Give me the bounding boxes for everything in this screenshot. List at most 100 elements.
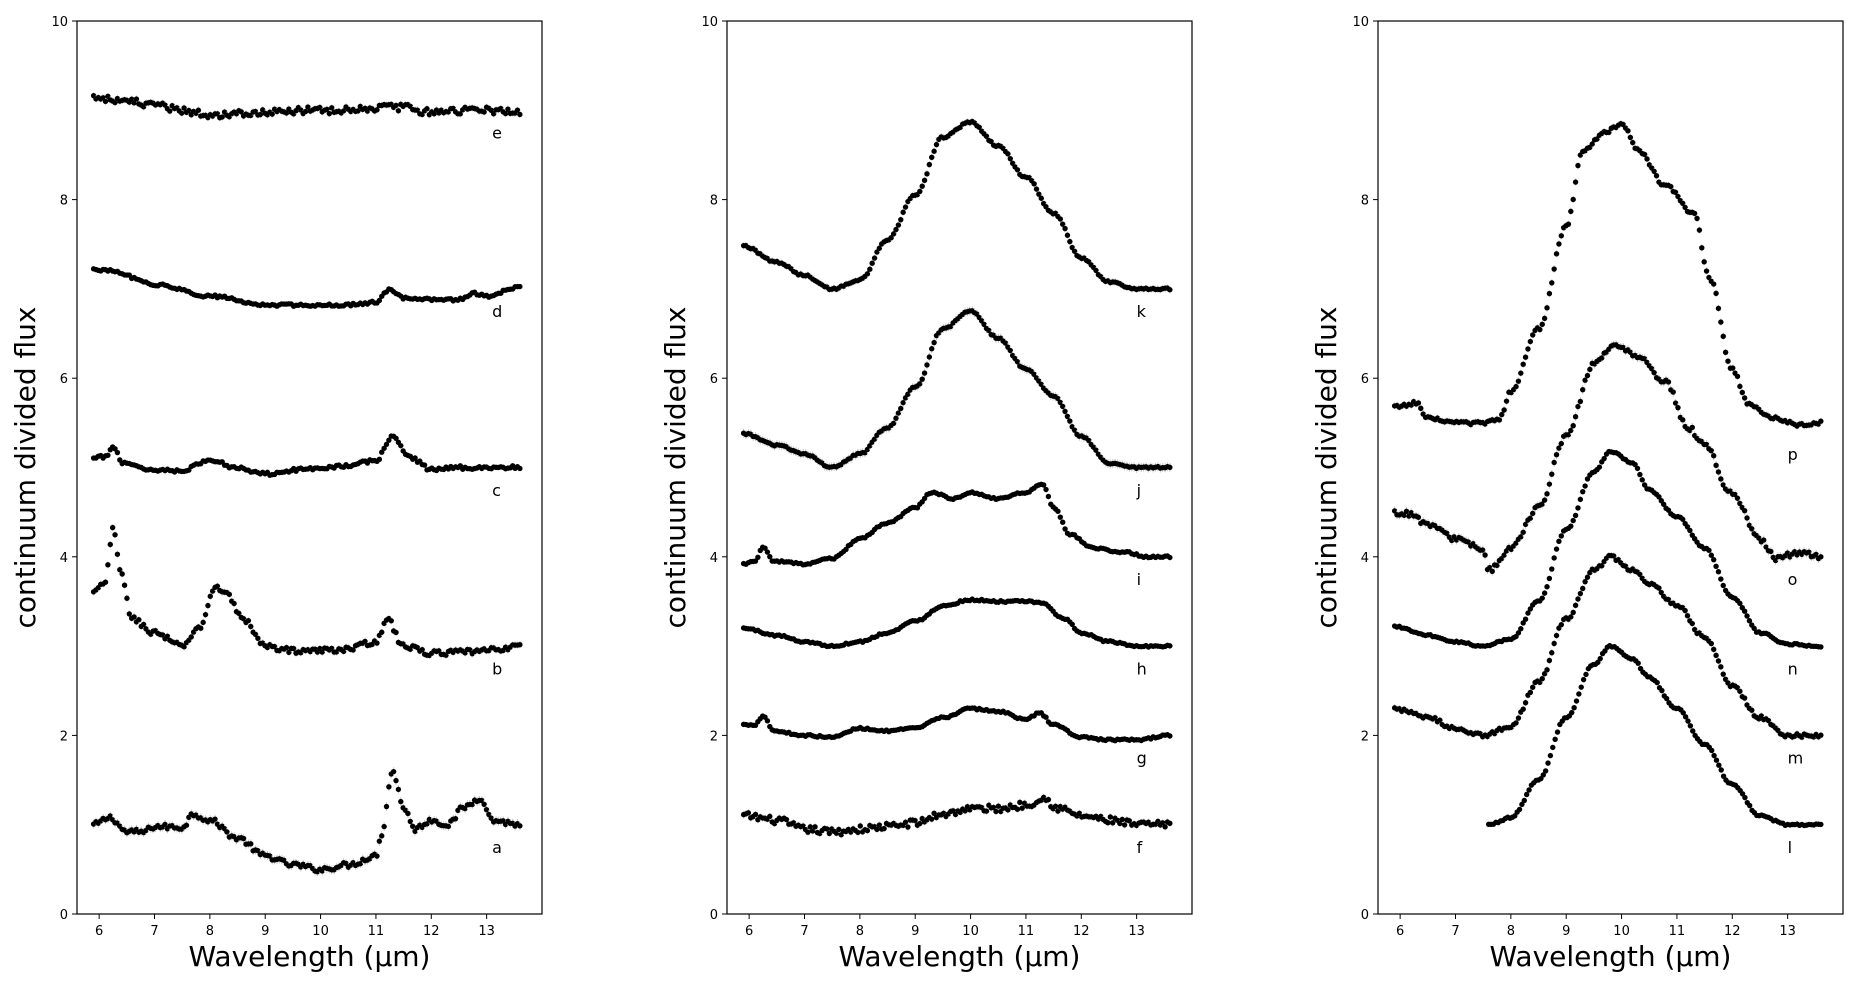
series-a: a [90,767,523,877]
x-tick-label: 10 [962,924,979,939]
x-axis-label: Wavelength (μm) [839,940,1081,973]
series-label-b: b [492,659,502,678]
data-point [393,777,399,784]
data-point [1007,347,1014,354]
data-point [412,455,418,461]
data-point [162,821,168,828]
data-point [102,579,109,585]
x-tick-label: 7 [150,924,158,939]
data-point [379,629,385,635]
data-point [807,824,813,830]
data-point [374,107,380,113]
x-axis-label: Wavelength (μm) [1490,940,1732,973]
data-point [933,141,940,148]
data-point [1568,523,1574,529]
data-point [245,617,252,624]
data-point [1720,671,1726,677]
data-point [1067,418,1073,424]
data-point [1575,505,1581,511]
data-point [931,339,937,346]
data-point [376,456,383,462]
data-point [1635,660,1641,666]
data-point [1031,181,1037,187]
data-point [981,321,987,328]
data-point [1542,768,1549,774]
data-point [1577,590,1584,597]
data-point [305,104,311,110]
data-point [1569,709,1575,716]
data-point [1017,799,1023,806]
data-point [224,829,230,835]
data-point [1580,585,1586,592]
data-point [1005,151,1011,157]
x-tick-label: 12 [1073,924,1090,939]
x-tick-label: 9 [261,924,269,939]
data-point [1515,630,1522,636]
data-point [836,826,842,833]
data-point [1572,602,1579,609]
data-point [762,545,768,551]
series-h: h [740,596,1173,678]
data-point [1167,820,1173,827]
data-point [1656,585,1662,591]
data-point [874,826,880,833]
data-point [290,645,297,652]
data-point [255,635,261,642]
data-point [340,108,347,114]
data-point [912,817,918,824]
data-point [1515,715,1522,721]
data-point [1105,819,1111,826]
data-point [1038,195,1044,201]
data-point [1038,381,1044,388]
y-tick-label: 8 [1361,194,1369,209]
data-point [1578,684,1584,690]
data-point [1582,578,1588,585]
data-point [1167,554,1173,561]
data-point [467,647,473,653]
y-tick-label: 8 [710,194,718,209]
data-point [1558,533,1564,539]
data-point [393,102,399,109]
data-point [1818,732,1824,738]
data-point [1062,408,1068,415]
data-point [502,110,509,117]
data-point [483,807,490,813]
series-n: n [1391,448,1824,678]
data-point [393,435,399,441]
y-tick-label: 4 [60,551,68,566]
data-point [1055,808,1061,814]
data-point [1062,526,1068,532]
data-point [1520,706,1526,712]
x-axis-label: Wavelength (μm) [189,940,431,973]
data-point [112,532,118,538]
data-point [1549,650,1555,656]
data-point [362,638,368,645]
data-point [857,823,863,829]
data-point [917,381,923,387]
data-point [102,98,109,105]
data-point [924,362,930,368]
data-point [919,376,925,382]
data-point [181,644,187,650]
x-tick-label: 9 [911,924,919,939]
data-point [1007,155,1014,162]
data-point [1715,569,1722,575]
data-point [995,803,1002,809]
data-point [1685,718,1691,724]
data-point [1706,547,1712,553]
data-point [198,625,204,631]
data-point [200,619,206,626]
data-point [1690,728,1696,734]
data-point [1117,820,1123,827]
data-point [1599,563,1605,569]
data-point [1057,399,1064,406]
data-point [895,222,902,228]
data-point [767,813,773,820]
data-point [1014,167,1021,173]
data-point [1052,803,1059,810]
data-point [317,104,323,111]
data-point [1710,646,1717,653]
data-point [319,649,325,655]
data-point [105,562,111,568]
data-point [1634,465,1641,472]
